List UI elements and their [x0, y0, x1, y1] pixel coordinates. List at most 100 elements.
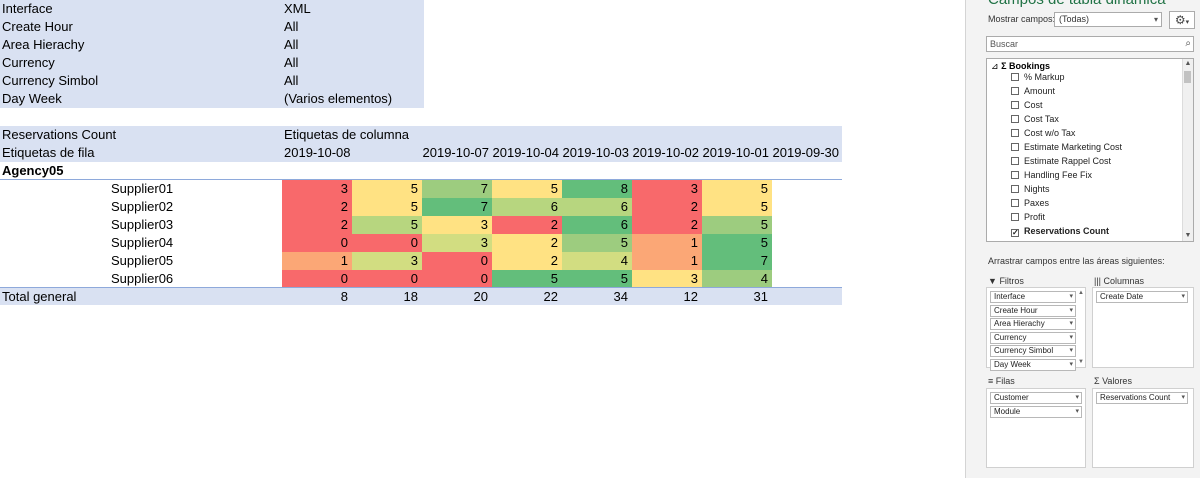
value-cell[interactable]: 1 [282, 252, 352, 270]
value-cell[interactable]: 0 [282, 270, 352, 288]
table-row[interactable]: Supplier03 2 5 3 2 6 2 5 [0, 216, 842, 234]
checkbox-icon[interactable] [1011, 129, 1019, 137]
area-field-pill[interactable]: Currency ▾ [990, 331, 1076, 344]
worksheet[interactable]: Interface XML Create Hour All Area Hiera… [0, 0, 960, 478]
row-label[interactable]: Supplier05 [111, 253, 174, 268]
filter-row-create-hour[interactable]: Create Hour All [0, 18, 424, 36]
date-column-header[interactable]: 2019-10-08 [284, 145, 351, 160]
filter-value[interactable]: All [284, 73, 299, 88]
value-cell[interactable]: 6 [562, 198, 632, 216]
total-cell[interactable]: 20 [473, 289, 488, 304]
field-item[interactable]: ✓ Reservations Count [1011, 224, 1109, 238]
checkbox-icon[interactable] [1011, 171, 1019, 179]
field-item[interactable]: Cost Tax [1011, 112, 1059, 126]
chevron-down-icon[interactable]: ▾ [1069, 306, 1073, 314]
row-label[interactable]: Supplier03 [111, 217, 174, 232]
field-search-input[interactable]: Buscar ⌕ [986, 36, 1194, 52]
total-cell[interactable]: 12 [683, 289, 698, 304]
chevron-down-icon[interactable]: ▾ [1069, 347, 1073, 354]
chevron-down-icon[interactable]: ▾ [1075, 407, 1079, 415]
value-cell[interactable]: 5 [352, 180, 422, 198]
checkbox-checked-icon[interactable]: ✓ [1011, 228, 1019, 237]
agency-row[interactable]: Agency05 [0, 162, 842, 180]
row-label[interactable]: Supplier04 [111, 235, 174, 250]
checkbox-icon[interactable] [1011, 143, 1019, 151]
table-row[interactable]: Supplier02 2 5 7 6 6 2 5 [0, 198, 842, 216]
chevron-down-icon[interactable]: ▾ [1069, 333, 1073, 341]
value-cell[interactable]: 2 [632, 198, 702, 216]
row-label[interactable]: Supplier02 [111, 199, 174, 214]
rows-area[interactable]: Customer ▾ Module ▾ [986, 388, 1086, 468]
value-cell[interactable]: 2 [492, 234, 562, 252]
area-field-pill[interactable]: Create Date ▾ [1096, 291, 1188, 303]
value-cell[interactable]: 3 [422, 216, 492, 234]
value-cell[interactable]: 5 [702, 198, 772, 216]
field-item[interactable]: Nights [1011, 182, 1050, 196]
show-fields-select[interactable]: (Todas) ▾ [1054, 12, 1162, 27]
field-list-scrollbar[interactable]: ▲ ▼ [1182, 59, 1193, 241]
area-field-pill[interactable]: Module ▾ [990, 405, 1082, 418]
total-cell[interactable]: 8 [340, 289, 348, 304]
value-cell[interactable]: 6 [562, 216, 632, 234]
table-row[interactable]: Supplier05 1 3 0 2 4 1 7 [0, 252, 842, 270]
value-cell[interactable]: 2 [282, 198, 352, 216]
column-labels-header[interactable]: Etiquetas de columna [284, 127, 410, 142]
value-cell[interactable]: 1 [632, 234, 702, 252]
row-label[interactable]: Supplier01 [111, 181, 174, 196]
date-column-header[interactable]: 2019-10-01 [702, 145, 770, 160]
value-cell[interactable]: 2 [492, 216, 562, 234]
area-field-pill[interactable]: Day Week ▾ [990, 358, 1076, 371]
date-column-header[interactable]: 2019-10-02 [632, 145, 700, 160]
value-cell[interactable]: 0 [282, 234, 352, 252]
filter-row-area-hierachy[interactable]: Area Hierachy All [0, 36, 424, 54]
checkbox-icon[interactable] [1011, 87, 1019, 95]
chevron-down-icon[interactable]: ▾ [1181, 394, 1185, 401]
value-cell[interactable]: 4 [562, 252, 632, 270]
value-cell[interactable]: 8 [562, 180, 632, 198]
value-cell[interactable]: 5 [352, 216, 422, 234]
field-item[interactable]: Cost w/o Tax [1011, 126, 1075, 140]
checkbox-icon[interactable] [1011, 73, 1019, 81]
filter-value[interactable]: (Varios elementos) [284, 91, 393, 106]
filter-row-interface[interactable]: Interface XML [0, 0, 424, 18]
field-item[interactable]: Handling Fee Fix [1011, 168, 1092, 182]
row-label[interactable]: Supplier06 [111, 271, 174, 286]
chevron-down-icon[interactable]: ▾ [1075, 394, 1079, 401]
field-item[interactable]: Estimate Rappel Cost [1011, 154, 1111, 168]
date-column-header[interactable]: 2019-10-04 [492, 145, 560, 160]
value-cell[interactable]: 2 [632, 216, 702, 234]
total-cell[interactable]: 18 [403, 289, 418, 304]
value-cell[interactable]: 0 [352, 270, 422, 288]
chevron-down-icon[interactable]: ▾ [1181, 293, 1185, 300]
filter-row-day-week[interactable]: Day Week (Varios elementos) [0, 90, 424, 108]
area-field-pill[interactable]: Create Hour ▾ [990, 304, 1076, 317]
value-cell[interactable]: 5 [562, 270, 632, 288]
value-cell[interactable]: 2 [492, 252, 562, 270]
field-item[interactable]: Cost [1011, 98, 1043, 112]
values-area[interactable]: Reservations Count ▾ [1092, 388, 1194, 468]
field-item[interactable]: Amount [1011, 84, 1055, 98]
filter-value[interactable]: XML [284, 1, 311, 16]
scroll-up-icon[interactable]: ▲ [1184, 60, 1192, 67]
columns-area[interactable]: Create Date ▾ [1092, 287, 1194, 368]
value-cell[interactable]: 5 [702, 180, 772, 198]
chevron-down-icon[interactable]: ▾ [1069, 320, 1073, 327]
value-cell[interactable]: 0 [422, 252, 492, 270]
table-row[interactable]: Supplier01 3 5 7 5 8 3 5 [0, 180, 842, 198]
value-cell[interactable]: 0 [422, 270, 492, 288]
value-cell[interactable]: 3 [422, 234, 492, 252]
value-cell[interactable]: 6 [492, 198, 562, 216]
value-cell[interactable]: 7 [422, 180, 492, 198]
value-field-label[interactable]: Reservations Count [2, 127, 117, 142]
value-cell[interactable]: 7 [702, 252, 772, 270]
area-field-pill[interactable]: Interface ▾ [990, 291, 1076, 303]
area-field-pill[interactable]: Customer ▾ [990, 392, 1082, 404]
checkbox-icon[interactable] [1011, 115, 1019, 123]
scroll-down-icon[interactable]: ▼ [1184, 232, 1192, 239]
chevron-down-icon[interactable]: ▾ [1069, 293, 1073, 300]
total-cell[interactable]: 22 [543, 289, 558, 304]
checkbox-icon[interactable] [1011, 157, 1019, 165]
checkbox-icon[interactable] [1011, 213, 1019, 221]
value-cell[interactable]: 5 [702, 234, 772, 252]
scroll-thumb[interactable] [1184, 71, 1191, 83]
